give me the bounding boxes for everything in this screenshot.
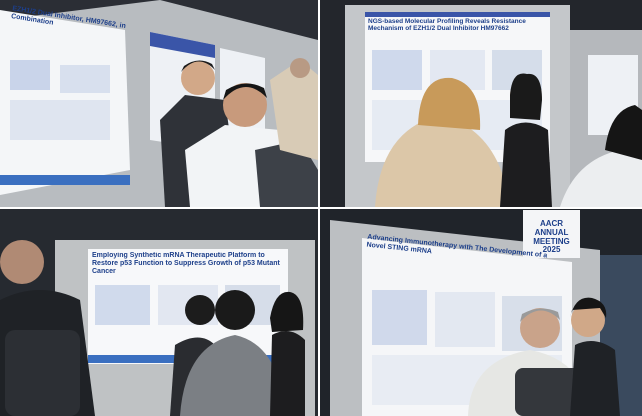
backpack [5, 330, 80, 416]
person-head [571, 303, 605, 337]
poster-title: Employing Synthetic mRNA Therapeutic Pla… [92, 252, 280, 276]
panel-bottom-left [0, 209, 318, 416]
poster-figure [372, 50, 422, 90]
poster-figure [60, 65, 110, 93]
person-hair [215, 290, 255, 330]
poster-figure [372, 290, 427, 345]
panel-bottom-right [320, 209, 642, 416]
poster-figure [95, 285, 150, 325]
person-jacket [180, 335, 285, 416]
banner-text: AACR ANNUAL MEETING 2025 [533, 219, 570, 255]
person-head [290, 58, 310, 78]
person-dress [500, 122, 552, 207]
poster-footer [0, 175, 130, 185]
person-hair [181, 60, 215, 72]
poster-figure [435, 292, 495, 347]
person-coat [375, 115, 510, 207]
poster-figure [10, 100, 110, 140]
person-dress [270, 331, 305, 416]
banner [523, 210, 580, 258]
person-head [223, 83, 267, 127]
person-hair [270, 291, 304, 332]
poster-header [365, 12, 550, 17]
person-hair [510, 73, 542, 120]
person-head [181, 61, 215, 95]
person-jacket [560, 150, 642, 207]
poster-header [150, 32, 215, 58]
person-hair [185, 295, 215, 325]
person-hair [418, 77, 481, 130]
poster-title: NGS-based Molecular Profiling Reveals Re… [368, 18, 526, 33]
person-coat [270, 60, 318, 160]
backpack [515, 368, 585, 416]
person-hair [570, 297, 607, 318]
person-hair [223, 83, 267, 100]
person-hair [520, 308, 560, 322]
poster-figure [10, 60, 50, 90]
person-hair [605, 105, 642, 160]
backpack [255, 140, 318, 207]
person-head [0, 240, 44, 284]
panel-top-right [320, 0, 642, 207]
person-head [520, 308, 560, 348]
person-jacket [570, 341, 620, 416]
panel-top-left [0, 0, 318, 207]
